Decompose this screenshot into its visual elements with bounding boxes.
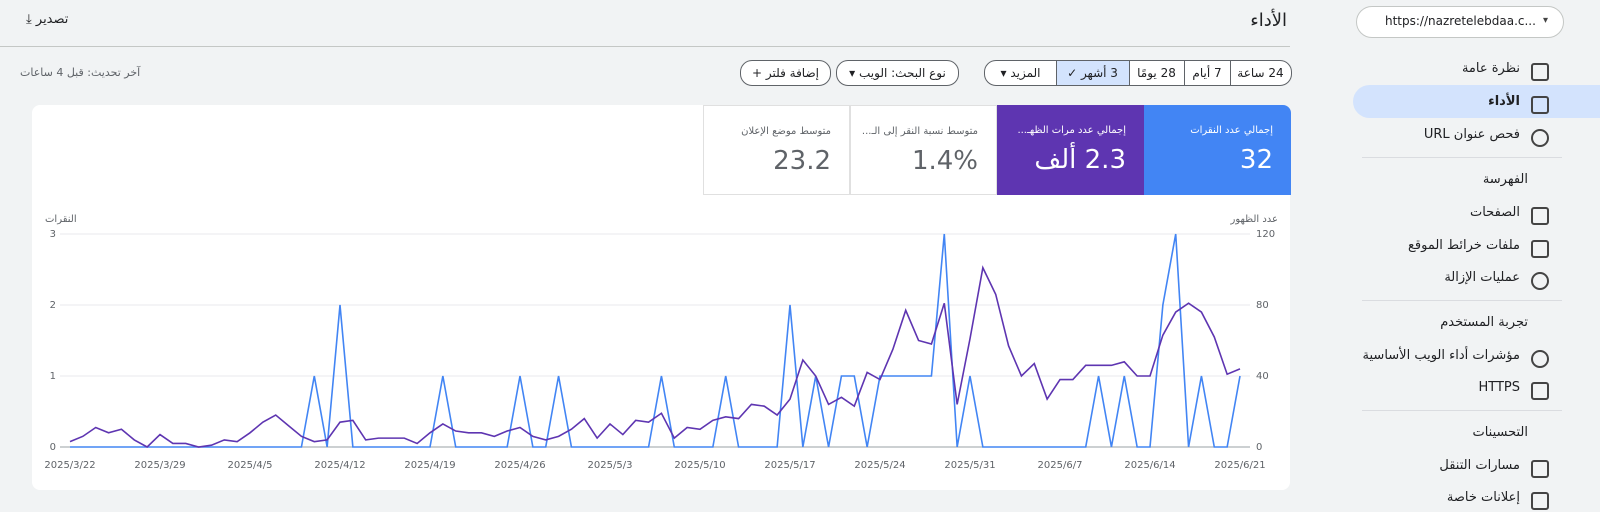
nav-item[interactable]: عمليات الإزالة [1444, 270, 1520, 285]
dropdown-arrow: ▾ [1543, 15, 1549, 26]
y2-tick-label: 80 [1256, 300, 1269, 311]
range-more[interactable]: المزيد ▾ [984, 60, 1057, 86]
y-tick-label: 1 [50, 371, 56, 382]
nav-item[interactable]: مسارات التنقل [1439, 458, 1520, 473]
page-title: الأداء [1250, 10, 1287, 31]
add-filter-label: إضافة فلتر [765, 66, 819, 80]
divider [1362, 157, 1562, 158]
divider [1362, 300, 1562, 301]
range-chip[interactable]: 3 أشهر ✓ [1055, 60, 1130, 86]
y2-tick-label: 40 [1256, 371, 1269, 382]
x-tick-label: 2025/4/12 [314, 460, 365, 471]
nav-icon [1531, 96, 1549, 114]
y2-tick-label: 0 [1256, 442, 1262, 453]
nav-item[interactable]: فحص عنوان URL [1423, 127, 1520, 142]
x-tick-label: 2025/3/29 [134, 460, 185, 471]
y2-axis-title: عدد الظهور [1230, 214, 1278, 225]
x-tick-label: 2025/4/5 [228, 460, 273, 471]
property-selector[interactable]: https://nazretelebdaa.c... ▾ [1356, 6, 1564, 38]
property-url: https://nazretelebdaa.c... [1385, 14, 1536, 28]
nav-section[interactable]: التحسينات [1472, 425, 1528, 440]
range-chip[interactable]: 24 ساعة [1229, 60, 1292, 86]
nav-icon [1531, 382, 1549, 400]
metric-label: إجمالي عدد مرات الظهـ... [1017, 125, 1126, 136]
metric-card[interactable]: متوسط نسبة النقر إلى الـ... 1.4% [850, 105, 997, 195]
search-type-label: نوع البحث: الويب [859, 66, 946, 80]
x-tick-label: 2025/3/22 [44, 460, 95, 471]
nav-item[interactable]: مؤشرات أداء الويب الأساسية [1362, 348, 1520, 363]
header-divider [0, 46, 1290, 47]
metric-value: 23.2 [773, 146, 831, 176]
x-tick-label: 2025/6/21 [1214, 460, 1265, 471]
x-tick-label: 2025/5/10 [674, 460, 725, 471]
y-tick-label: 3 [50, 229, 56, 240]
nav-section[interactable]: تجربة المستخدم [1440, 315, 1528, 330]
metric-value: 1.4% [911, 146, 978, 176]
x-tick-label: 2025/5/24 [854, 460, 905, 471]
metric-card[interactable]: إجمالي عدد النقرات 32 [1144, 105, 1291, 195]
x-tick-label: 2025/5/17 [764, 460, 815, 471]
y-axis-title: النقرات [45, 214, 77, 225]
nav-icon [1531, 460, 1549, 478]
nav-item[interactable]: ملفات خرائط الموقع [1407, 238, 1520, 253]
x-tick-label: 2025/4/26 [494, 460, 545, 471]
nav-item[interactable]: نظرة عامة [1461, 61, 1520, 76]
y-tick-label: 0 [50, 442, 56, 453]
range-label: 3 أشهر [1080, 66, 1118, 80]
nav-icon [1531, 207, 1549, 225]
metric-label: متوسط نسبة النقر إلى الـ... [861, 126, 978, 137]
metric-card[interactable]: متوسط موضع الإعلان 23.2 [703, 105, 850, 195]
range-label: المزيد [1010, 66, 1041, 80]
metric-value: 32 [1239, 145, 1273, 175]
range-chip[interactable]: 7 أيام [1183, 60, 1231, 86]
x-tick-label: 2025/5/31 [944, 460, 995, 471]
nav-section[interactable]: الفهرسة [1482, 172, 1528, 187]
nav-icon [1531, 272, 1549, 290]
series-line [69, 265, 1241, 448]
metric-value: 2.3 ألف [1034, 145, 1126, 175]
nav-item[interactable]: الصفحات [1469, 205, 1520, 220]
export-label: تصدير [35, 12, 69, 27]
nav-icon [1531, 240, 1549, 258]
divider [1362, 410, 1562, 411]
y-tick-label: 2 [50, 300, 56, 311]
y2-tick-label: 120 [1256, 229, 1275, 240]
search-type[interactable]: نوع البحث: الويب ▾ [836, 60, 959, 86]
nav-icon [1531, 492, 1549, 510]
x-tick-label: 2025/6/7 [1038, 460, 1083, 471]
x-tick-label: 2025/4/19 [404, 460, 455, 471]
nav-item[interactable]: إعلانات خاصة [1446, 490, 1520, 505]
nav-icon [1531, 63, 1549, 81]
x-tick-label: 2025/6/14 [1124, 460, 1175, 471]
metric-card[interactable]: إجمالي عدد مرات الظهـ... 2.3 ألف [997, 105, 1144, 195]
x-tick-label: 2025/5/3 [588, 460, 633, 471]
chart: النقرات عدد الظهور 0 1 2 3 0 40 80 120 2025/3/22 20… [44, 214, 1278, 471]
nav-item[interactable]: الأداء [1488, 94, 1520, 109]
series-line [70, 233, 1241, 448]
nav-item[interactable]: HTTPS [1478, 380, 1520, 395]
add-filter[interactable]: إضافة فلتر + [740, 60, 831, 86]
metric-label: متوسط موضع الإعلان [741, 126, 831, 137]
range-chip[interactable]: 28 يومًا [1128, 60, 1185, 86]
active-highlight [1353, 85, 1600, 118]
last-updated: آخر تحديث: قبل 4 ساعات [20, 66, 141, 79]
nav-icon [1531, 129, 1549, 147]
nav-icon [1531, 350, 1549, 368]
metric-label: إجمالي عدد النقرات [1190, 125, 1273, 136]
export-button[interactable]: تصدير ⤓ [26, 12, 69, 27]
